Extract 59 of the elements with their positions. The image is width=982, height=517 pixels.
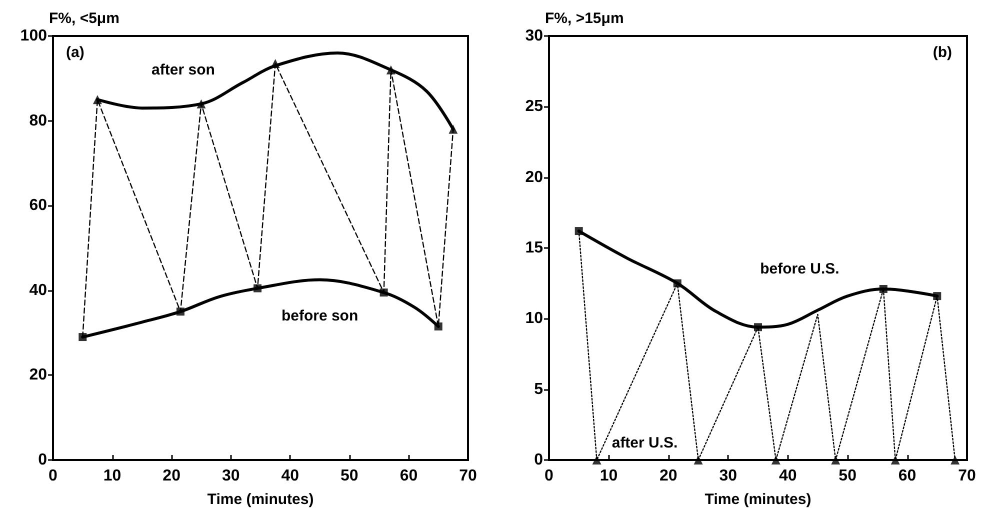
x-tick-label: 30: [719, 468, 738, 484]
series-label: after son: [152, 61, 215, 78]
point: [196, 99, 206, 108]
point: [831, 456, 840, 464]
y-tick-label: 100: [20, 28, 48, 44]
x-axis-title: Time (minutes): [207, 491, 314, 508]
x-tick-label: 40: [778, 468, 797, 484]
y-tick-label: 15: [525, 240, 544, 256]
point: [574, 227, 583, 236]
point: [879, 284, 888, 293]
y-tick-label: 20: [29, 366, 48, 384]
series-label: after U.S.: [612, 434, 678, 452]
point: [176, 308, 184, 316]
y-tick-label: 80: [29, 112, 48, 130]
point: [434, 322, 442, 330]
point: [754, 323, 762, 332]
y-tick-label: 0: [534, 452, 544, 468]
x-tick-label: 60: [898, 468, 916, 484]
x-tick-label: 70: [958, 468, 976, 484]
y-tick-label: 20: [525, 168, 544, 186]
x-tick-label: 20: [162, 468, 181, 484]
x-tick-label: 50: [340, 468, 358, 484]
point: [448, 124, 458, 134]
x-tick-label: 60: [400, 468, 418, 484]
y-tick-label: 60: [29, 197, 48, 214]
point: [254, 284, 262, 292]
x-tick-label: 70: [459, 468, 477, 484]
point: [933, 292, 942, 300]
point: [78, 333, 87, 342]
series-label: before son: [281, 307, 358, 324]
point: [950, 456, 960, 464]
point: [694, 456, 703, 464]
y-tick-label: 40: [29, 282, 48, 299]
point: [592, 456, 602, 464]
x-tick-label: 20: [660, 468, 678, 484]
y-axis-title: F%, >15μm: [545, 10, 624, 27]
point: [673, 279, 682, 288]
x-tick-label: 40: [281, 468, 300, 484]
x-tick-label: 30: [222, 468, 240, 484]
y-tick-label: 10: [525, 310, 544, 328]
series-label: before U.S.: [760, 260, 840, 278]
text: (a): [66, 44, 84, 61]
y-axis-title: F%, <5μm: [49, 10, 120, 27]
x-tick-label: 0: [48, 468, 58, 484]
point: [380, 288, 388, 297]
point: [890, 456, 900, 464]
y-tick-label: 30: [525, 28, 544, 44]
point: [92, 95, 102, 104]
y-tick-label: 25: [525, 98, 544, 116]
y-tick-label: 5: [534, 380, 544, 398]
point: [386, 65, 396, 74]
text: (b): [932, 44, 952, 61]
x-tick-label: 0: [544, 468, 554, 484]
x-tick-label: 10: [103, 468, 122, 484]
x-axis-title: Time (minutes): [704, 491, 812, 508]
x-tick-label: 50: [838, 468, 857, 484]
point: [771, 456, 780, 464]
x-tick-label: 10: [600, 468, 618, 484]
y-tick-label: 0: [38, 452, 48, 468]
